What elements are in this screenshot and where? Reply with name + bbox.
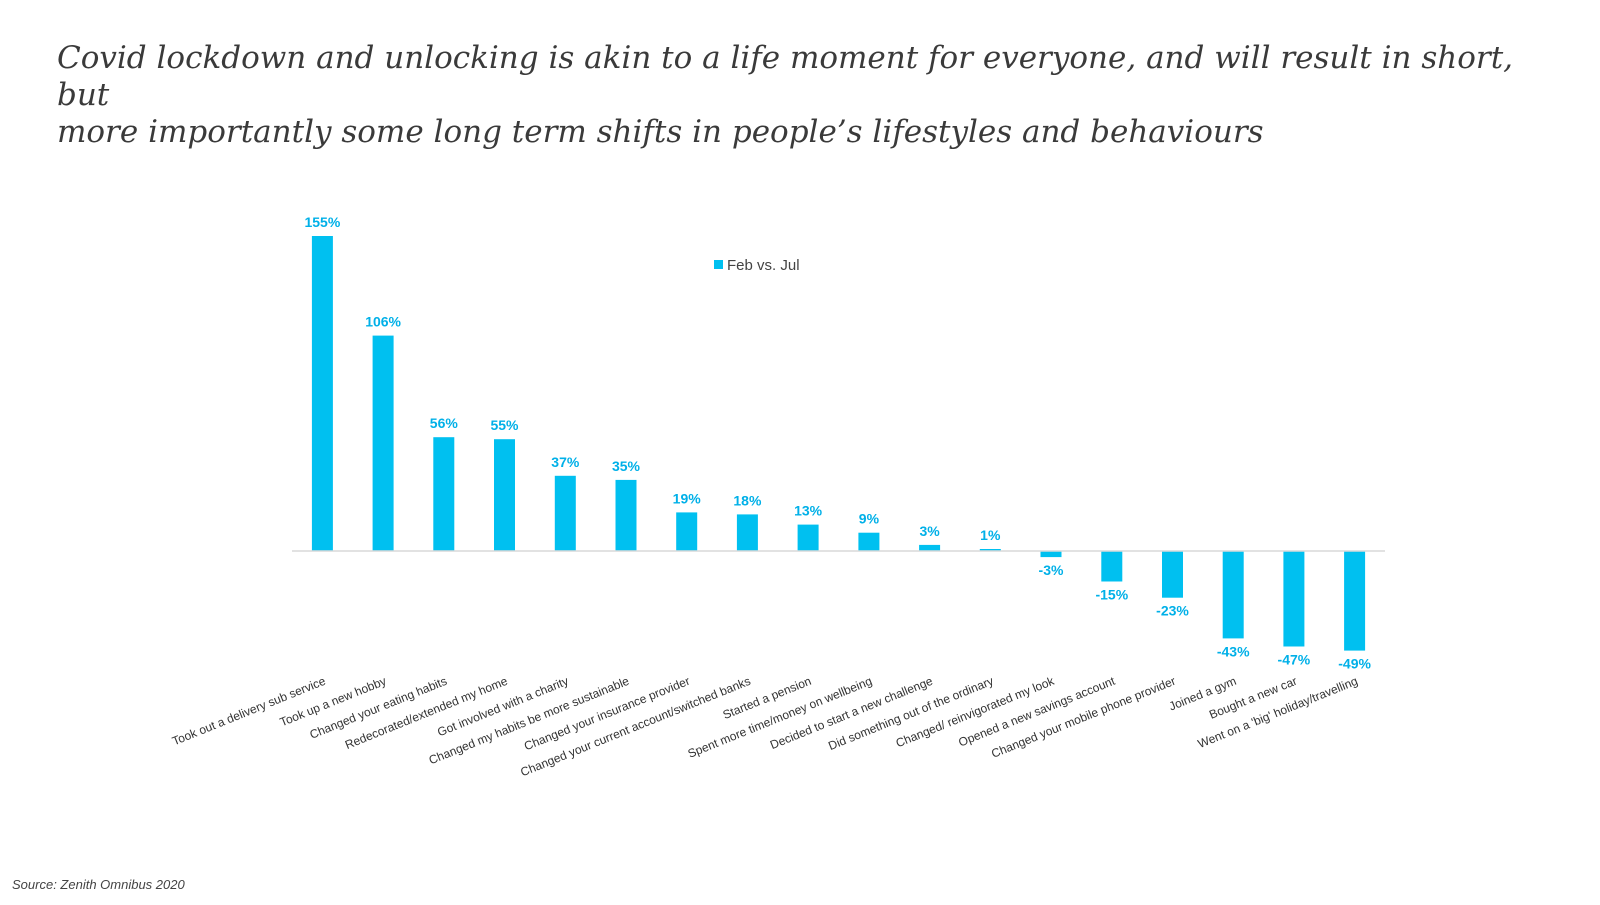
bar-changed-your-current-account-switched-banks [736, 514, 758, 551]
data-label-changed-your-eating-habits: 56% [430, 415, 459, 431]
legend-swatch-feb-vs-jul [714, 260, 723, 269]
bar-spent-more-time-money-on-wellbeing [858, 532, 880, 551]
data-label-changed-your-current-account-switched-banks: 18% [733, 492, 762, 508]
data-label-changed-your-mobile-phone-provider: -23% [1156, 603, 1189, 619]
data-label-joined-a-gym: -43% [1217, 643, 1250, 659]
bar-took-up-a-new-hobby [372, 335, 394, 551]
bar-went-on-a-big-holiday-travelling [1344, 551, 1366, 651]
bar-changed-your-mobile-phone-provider [1162, 551, 1183, 598]
legend: Feb vs. Jul [714, 257, 800, 274]
headline-line-1: Covid lockdown and unlocking is akin to … [57, 40, 1514, 113]
bar-joined-a-gym [1222, 551, 1244, 639]
bar-started-a-pension [797, 524, 819, 551]
data-label-took-out-a-delivery-sub-service: 155% [304, 214, 340, 230]
data-label-changed-your-insurance-provider: 19% [673, 490, 702, 506]
legend-label-feb-vs-jul: Feb vs. Jul [727, 257, 800, 274]
data-label-spent-more-time-money-on-wellbeing: 9% [859, 511, 880, 527]
data-label-changed-reinvigorated-my-look: -3% [1039, 562, 1064, 578]
bar-changed-my-habits-be-more-sustainable [615, 479, 637, 551]
bar-decided-to-start-a-new-challenge [919, 544, 941, 551]
bar-bought-a-new-car [1283, 551, 1305, 647]
bar-did-something-out-of-the-ordinary [979, 549, 1001, 551]
bar-took-out-a-delivery-sub-service [311, 236, 333, 551]
bar-changed-your-insurance-provider [676, 512, 698, 551]
headline: Covid lockdown and unlocking is akin to … [57, 40, 1557, 151]
data-label-went-on-a-big-holiday-travelling: -49% [1338, 656, 1371, 672]
data-label-redecorated-extended-my-home: 55% [490, 417, 519, 433]
data-label-got-involved-with-a-charity: 37% [551, 454, 580, 470]
bar-changed-your-eating-habits [433, 437, 455, 551]
data-label-opened-a-new-savings-account: -15% [1095, 587, 1128, 603]
bar-opened-a-new-savings-account [1101, 551, 1123, 582]
data-label-did-something-out-of-the-ordinary: 1% [980, 527, 1001, 543]
data-label-changed-my-habits-be-more-sustainable: 35% [612, 458, 641, 474]
data-labels: 155% 106% 56% 55% 37% 35% 19% 18% 13% 9% 3% 1% -3% -1… [304, 214, 1371, 672]
bar-changed-reinvigorated-my-look [1040, 551, 1062, 558]
bar-redecorated-extended-my-home [494, 439, 515, 551]
data-label-bought-a-new-car: -47% [1278, 652, 1311, 668]
bar-series [311, 236, 1366, 651]
source-note: Source: Zenith Omnibus 2020 [12, 877, 185, 892]
bar-got-involved-with-a-charity [554, 475, 576, 551]
data-label-started-a-pension: 13% [794, 503, 823, 519]
headline-line-2: more importantly some long term shifts i… [57, 114, 1264, 150]
data-label-decided-to-start-a-new-challenge: 3% [919, 523, 940, 539]
data-label-took-up-a-new-hobby: 106% [365, 314, 401, 330]
